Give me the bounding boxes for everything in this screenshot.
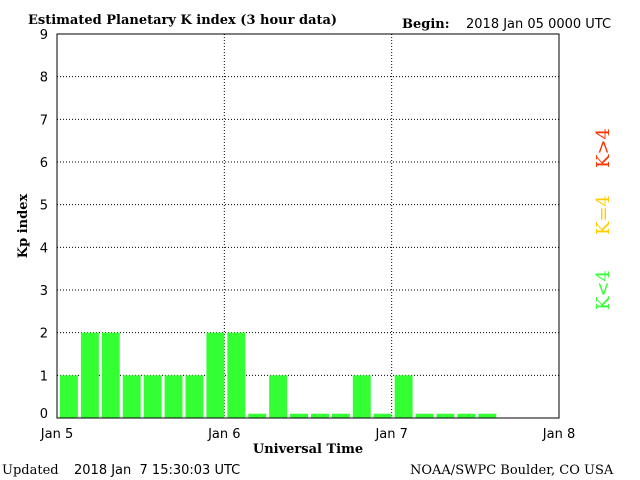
updated-label: Updated [2, 463, 59, 478]
kp-bar [290, 413, 308, 418]
x-axis-label: Universal Time [253, 442, 363, 457]
begin-label: Begin: [402, 17, 450, 32]
grid-lines [57, 34, 559, 418]
y-tick-label: 5 [40, 199, 48, 214]
kp-bar [80, 332, 99, 418]
legend-k-equal-4: K=4 [593, 195, 614, 235]
kp-bar [164, 375, 183, 418]
updated-value: 2018 Jan 7 15:30:03 UTC [74, 463, 240, 478]
x-tick-label: Jan 6 [207, 427, 240, 442]
kp-bar [60, 375, 78, 418]
x-tick-label: Jan 8 [542, 427, 575, 442]
kp-bar [143, 375, 162, 418]
y-axis-label: Kp index [16, 194, 31, 259]
kp-bar [122, 375, 141, 418]
kp-bar [248, 413, 267, 418]
kp-bar [311, 413, 329, 418]
y-tick-label: 1 [40, 369, 48, 384]
legend-k-greater-4: K>4 [593, 128, 614, 168]
kp-bar [227, 332, 246, 418]
kp-bar [185, 375, 204, 418]
y-tick-label: 0 [40, 407, 48, 422]
y-tick-label: 7 [40, 113, 48, 128]
kp-bar [394, 375, 413, 418]
y-tick-label: 8 [40, 71, 48, 86]
plot-frame [56, 33, 560, 419]
kp-bar [269, 375, 288, 418]
chart-title: Estimated Planetary K index (3 hour data… [28, 13, 337, 28]
y-tick-label: 9 [40, 28, 48, 43]
kp-bar [352, 375, 371, 418]
y-tick-labels: 0 1 2 3 4 5 6 7 8 9 [40, 28, 48, 422]
kp-bar [206, 332, 225, 418]
kp-bar [478, 413, 497, 418]
kp-bar [101, 332, 120, 418]
y-tick-label: 2 [40, 327, 48, 342]
kp-bar [415, 413, 434, 418]
y-tick-label: 4 [40, 241, 48, 256]
x-tick-labels: Jan 5 Jan 6 Jan 7 Jan 8 [40, 427, 575, 442]
legend-k-less-4: K<4 [593, 270, 614, 310]
x-tick-label: Jan 7 [374, 427, 407, 442]
kp-bar [436, 413, 455, 418]
bars-group [60, 332, 497, 418]
x-tick-label: Jan 5 [40, 427, 73, 442]
kp-bar [331, 413, 350, 418]
kp-bar [457, 413, 476, 418]
begin-value: 2018 Jan 05 0000 UTC [466, 17, 611, 32]
y-tick-label: 6 [40, 156, 48, 171]
source-credit: NOAA/SWPC Boulder, CO USA [410, 463, 614, 478]
kp-bar [373, 413, 392, 418]
y-tick-label: 3 [40, 284, 48, 299]
